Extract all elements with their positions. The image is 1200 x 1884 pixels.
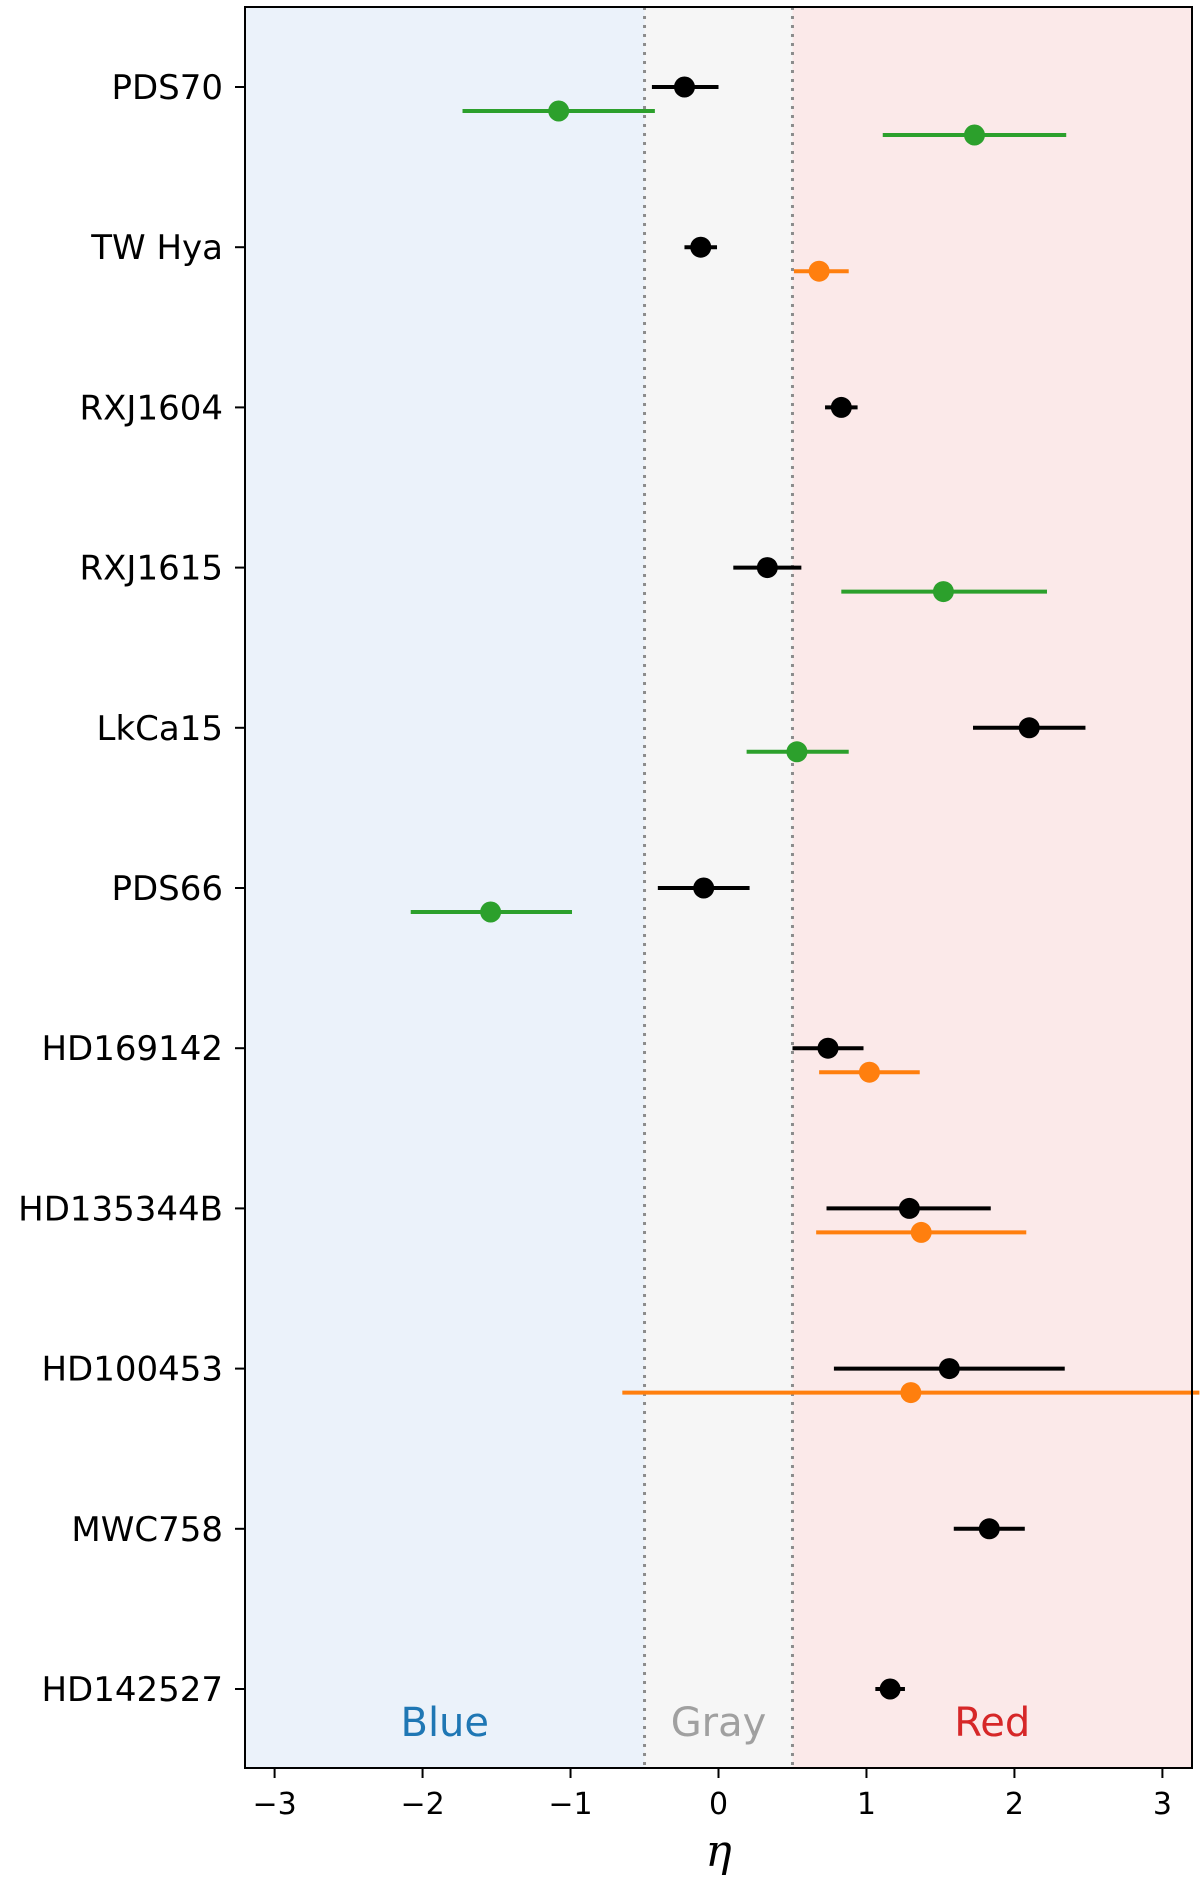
data-point-orange bbox=[793, 260, 849, 282]
data-marker bbox=[978, 1518, 1000, 1540]
x-axis-label: η bbox=[705, 1826, 731, 1877]
x-tick-label: 1 bbox=[857, 1787, 876, 1822]
x-tick-label: −3 bbox=[252, 1787, 296, 1822]
data-marker bbox=[756, 557, 778, 579]
y-tick-label: MWC758 bbox=[71, 1510, 223, 1550]
y-tick-label: HD100453 bbox=[41, 1350, 223, 1390]
data-point-orange bbox=[816, 1221, 1027, 1243]
data-point-black bbox=[825, 396, 858, 418]
data-marker bbox=[786, 741, 808, 763]
data-marker bbox=[898, 1197, 920, 1219]
data-marker bbox=[938, 1358, 960, 1380]
data-point-green bbox=[462, 100, 655, 122]
data-point-green bbox=[841, 581, 1047, 603]
x-tick-label: −1 bbox=[548, 1787, 592, 1822]
x-tick-label: 0 bbox=[709, 1787, 728, 1822]
data-point-green bbox=[882, 124, 1067, 146]
data-marker bbox=[910, 1221, 932, 1243]
data-marker bbox=[830, 396, 852, 418]
data-marker bbox=[693, 877, 715, 899]
data-point-black bbox=[733, 557, 802, 579]
data-point-green bbox=[410, 901, 573, 923]
y-tick-label: PDS70 bbox=[111, 68, 223, 108]
data-point-orange bbox=[819, 1061, 920, 1083]
y-tick-label: RXJ1615 bbox=[80, 549, 223, 589]
data-point-green bbox=[746, 741, 849, 763]
data-marker bbox=[963, 124, 985, 146]
y-tick-label: LkCa15 bbox=[97, 709, 223, 749]
data-point-black bbox=[792, 1037, 864, 1059]
region-band-blue bbox=[245, 7, 645, 1768]
data-marker bbox=[480, 901, 502, 923]
y-tick-label: PDS66 bbox=[111, 869, 223, 909]
data-point-black bbox=[833, 1358, 1065, 1380]
y-tick-label: HD169142 bbox=[41, 1029, 223, 1069]
data-marker bbox=[548, 100, 570, 122]
region-label-gray: Gray bbox=[671, 1700, 767, 1746]
data-point-black bbox=[684, 236, 718, 258]
data-marker bbox=[690, 236, 712, 258]
region-band-red bbox=[792, 7, 1192, 1768]
x-tick-label: −2 bbox=[400, 1787, 444, 1822]
data-marker bbox=[900, 1382, 922, 1404]
data-marker bbox=[1018, 717, 1040, 739]
data-marker bbox=[858, 1061, 880, 1083]
data-point-black bbox=[657, 877, 750, 899]
region-label-blue: Blue bbox=[401, 1700, 490, 1746]
y-tick-label: TW Hya bbox=[90, 228, 223, 268]
region-label-red: Red bbox=[954, 1700, 1030, 1746]
data-point-black bbox=[651, 76, 719, 98]
data-marker bbox=[817, 1037, 839, 1059]
x-tick-label: 3 bbox=[1153, 1787, 1172, 1822]
data-marker bbox=[808, 260, 830, 282]
x-tick-label: 2 bbox=[1005, 1787, 1024, 1822]
y-tick-label: HD142527 bbox=[41, 1670, 223, 1710]
data-point-black bbox=[875, 1678, 905, 1700]
data-marker bbox=[932, 581, 954, 603]
data-point-black bbox=[973, 717, 1086, 739]
data-point-orange bbox=[622, 1382, 1200, 1404]
data-point-black bbox=[953, 1518, 1025, 1540]
data-point-black bbox=[826, 1197, 991, 1219]
y-tick-label: HD135344B bbox=[18, 1189, 223, 1229]
y-tick-label: RXJ1604 bbox=[80, 388, 223, 428]
data-marker bbox=[673, 76, 695, 98]
data-marker bbox=[879, 1678, 901, 1700]
